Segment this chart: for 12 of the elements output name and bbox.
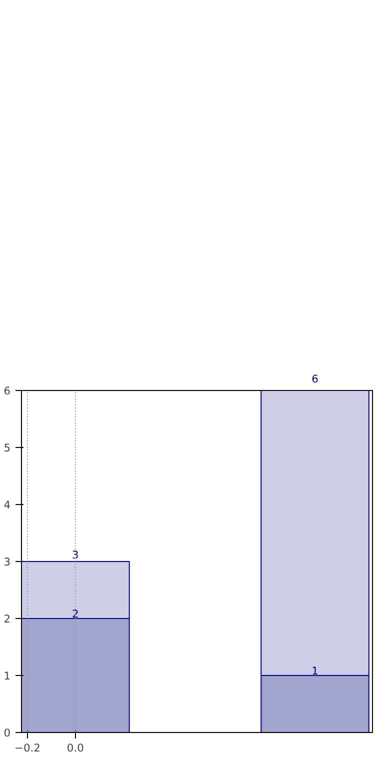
x-tick-label: 0.0 <box>66 742 84 754</box>
y-tick-label: 0 <box>4 726 11 740</box>
y-tick-label: 3 <box>4 556 10 568</box>
y-tick-label: 6 <box>4 384 11 398</box>
y-tick-label: 1 <box>4 670 10 682</box>
total-label: 6 <box>312 372 319 386</box>
y-tick-label: 5 <box>4 442 10 454</box>
data-label: 2 <box>72 608 79 620</box>
y-tick-label: 2 <box>4 612 10 626</box>
y-tick-label: 4 <box>4 498 11 512</box>
x-tick-label: −0.2 <box>14 742 40 754</box>
data-label: 1 <box>312 664 318 678</box>
